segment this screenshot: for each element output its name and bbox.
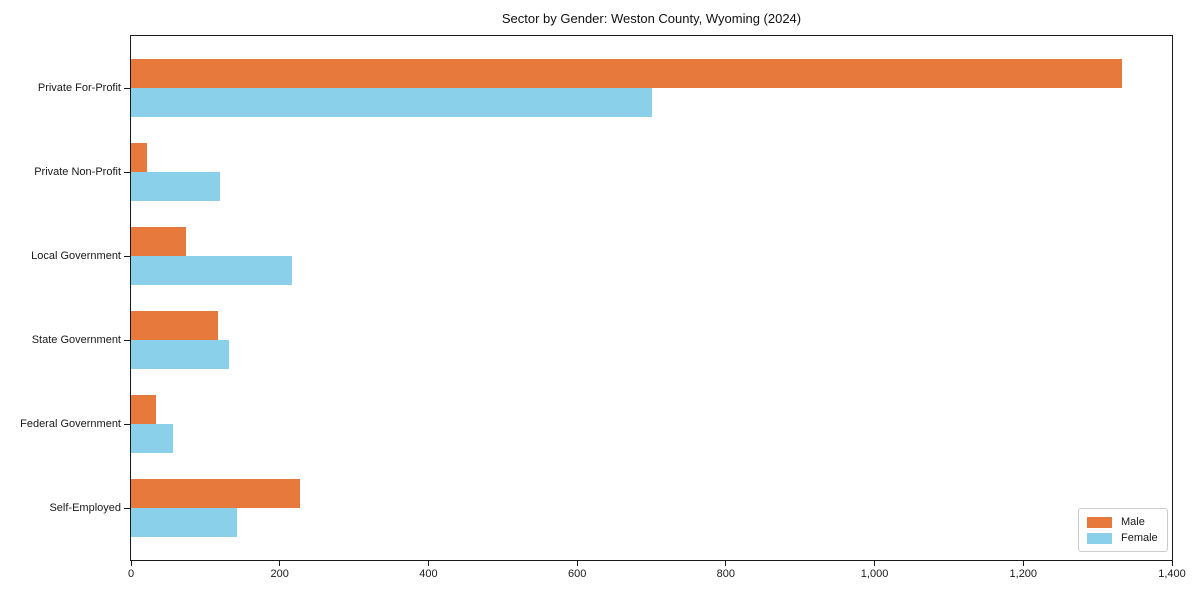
x-tick-label-0: 0 (127, 568, 135, 580)
y-tick-label-self-employed: Self-Employed (49, 502, 121, 514)
x-tick-label-600: 600 (567, 568, 587, 580)
bar-male-self-employed (131, 479, 300, 508)
x-tick-mark (279, 561, 281, 566)
bar-female-self-employed (131, 508, 237, 537)
y-tick-mark (124, 508, 130, 509)
bar-male-federal-government (131, 395, 157, 424)
y-tick-label-federal-government: Federal Government (20, 418, 121, 430)
legend: Male Female (1078, 508, 1168, 552)
y-tick-mark (124, 172, 130, 173)
bar-male-private-for-profit (131, 59, 1123, 88)
y-tick-mark (124, 256, 130, 257)
bar-female-local-government (131, 256, 293, 285)
bar-male-local-government (131, 227, 187, 256)
x-tick-mark (576, 561, 578, 566)
x-tick-label-400: 400 (419, 568, 438, 580)
x-tick-label-1200: 1,200 (1009, 568, 1038, 580)
y-tick-label-private-for-profit: Private For-Profit (37, 82, 121, 94)
x-tick-mark (427, 561, 429, 566)
x-tick-label-1400: 1,400 (1158, 568, 1186, 580)
bar-female-private-non-profit (131, 172, 221, 201)
y-tick-label-private-non-profit: Private Non-Profit (34, 166, 121, 178)
legend-swatch-female (1087, 532, 1112, 544)
legend-item-female: Female (1087, 532, 1159, 544)
y-tick-mark (124, 340, 130, 341)
bar-female-federal-government (131, 424, 173, 453)
x-tick-label-1000: 1,000 (860, 568, 889, 580)
y-tick-mark (124, 424, 130, 425)
bar-male-state-government (131, 311, 218, 340)
bar-male-private-non-profit (131, 143, 147, 172)
x-tick-label-200: 200 (270, 568, 289, 580)
legend-item-male: Male (1087, 516, 1159, 528)
x-tick-mark (130, 561, 132, 566)
x-tick-mark (1022, 561, 1024, 566)
x-tick-mark (1171, 561, 1173, 566)
bar-female-state-government (131, 340, 230, 369)
bar-female-private-for-profit (131, 88, 652, 117)
plot-area (130, 35, 1173, 561)
y-tick-label-state-government: State Government (31, 334, 121, 346)
y-tick-label-local-government: Local Government (31, 250, 121, 262)
chart-title: Sector by Gender: Weston County, Wyoming… (501, 11, 802, 26)
legend-label-female: Female (1121, 532, 1158, 544)
legend-swatch-male (1087, 516, 1112, 528)
x-tick-mark (725, 561, 727, 566)
x-tick-label-800: 800 (716, 568, 736, 580)
legend-label-male: Male (1121, 516, 1145, 528)
y-tick-mark (124, 88, 130, 89)
x-tick-mark (874, 561, 876, 566)
